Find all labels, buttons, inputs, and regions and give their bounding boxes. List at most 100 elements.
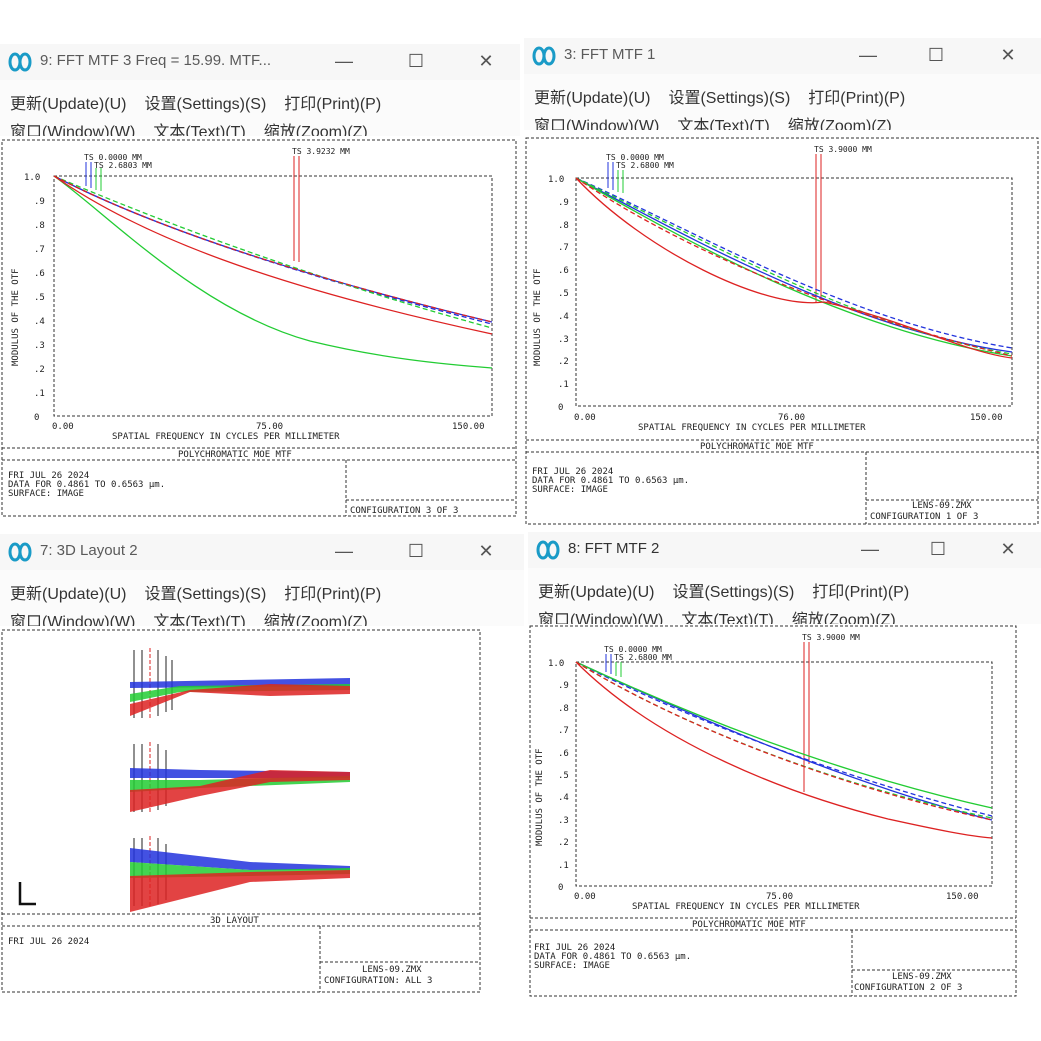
axis-indicator-icon <box>18 882 36 906</box>
x-axis-label: SPATIAL FREQUENCY IN CYCLES PER MILLIMET… <box>632 902 860 912</box>
menu-settings[interactable]: 设置(Settings)(S) <box>668 90 791 107</box>
y-axis-label: MODULUS OF THE OTF <box>533 268 543 366</box>
svg-text:.7: .7 <box>558 726 569 736</box>
menu-print[interactable]: 打印(Print)(P) <box>812 584 910 601</box>
data-range-text: DATA FOR 0.4861 TO 0.6563 µm. <box>8 480 165 490</box>
ytick: .2 <box>34 365 45 375</box>
footer-title: POLYCHROMATIC MOE MTF <box>700 442 814 452</box>
close-button[interactable]: ✕ <box>1000 539 1016 559</box>
curve-blue <box>53 175 493 323</box>
surface-text: SURFACE: IMAGE <box>532 485 608 495</box>
xtick: 75.00 <box>766 892 793 902</box>
title-bar[interactable]: 7: 3D Layout 2 — ☐ ✕ <box>0 534 524 570</box>
maximize-button[interactable]: ☐ <box>927 45 945 65</box>
surface-text: SURFACE: IMAGE <box>534 961 610 971</box>
close-button[interactable]: ✕ <box>1000 45 1016 65</box>
x-axis-label: SPATIAL FREQUENCY IN CYCLES PER MILLIMET… <box>638 423 866 433</box>
svg-text:.6: .6 <box>558 749 569 759</box>
svg-text:.8: .8 <box>558 704 569 714</box>
xtick: 150.00 <box>946 892 979 902</box>
ytick: 1.0 <box>24 173 40 183</box>
svg-text:0: 0 <box>558 403 563 413</box>
plot-frame <box>525 137 1039 525</box>
menu-print[interactable]: 打印(Print)(P) <box>808 90 906 107</box>
ts-markers <box>607 154 822 302</box>
menu-update[interactable]: 更新(Update)(U) <box>10 96 127 113</box>
lens-file: LENS-09.ZMX <box>912 501 972 511</box>
zemax-app-icon <box>8 542 32 562</box>
minimize-button[interactable]: — <box>859 45 877 65</box>
xtick: 76.00 <box>778 413 805 423</box>
title-bar[interactable]: 9: FFT MTF 3 Freq = 15.99. MTF... — ☐ ✕ <box>0 44 520 80</box>
configuration-text: CONFIGURATION 2 OF 3 <box>854 983 962 993</box>
curve-red <box>53 175 493 335</box>
menu-update[interactable]: 更新(Update)(U) <box>538 584 655 601</box>
plot-area: 1.0 .9 .8 .7 .6 .5 .4 .3 .2 .1 0 MODULUS… <box>528 624 1041 1000</box>
ray-bundle-config2 <box>130 768 350 812</box>
mtf-curves <box>575 177 1013 359</box>
maximize-button[interactable]: ☐ <box>407 51 425 71</box>
y-axis-label: MODULUS OF THE OTF <box>11 268 21 366</box>
xtick: 75.00 <box>256 422 283 432</box>
svg-text:.6: .6 <box>558 266 569 276</box>
curve-red-dashed <box>53 175 493 323</box>
lens-file: LENS-09.ZMX <box>892 972 952 982</box>
menu-settings[interactable]: 设置(Settings)(S) <box>144 96 267 113</box>
configuration-text: CONFIGURATION 1 OF 3 <box>870 512 978 522</box>
window-title: 3: FFT MTF 1 <box>564 46 656 63</box>
menu-settings[interactable]: 设置(Settings)(S) <box>672 584 795 601</box>
plot-frame <box>1 139 517 517</box>
ytick: .4 <box>34 317 45 327</box>
title-bar[interactable]: 3: FFT MTF 1 — ☐ ✕ <box>524 38 1041 74</box>
axes-box <box>575 661 993 887</box>
menu-settings[interactable]: 设置(Settings)(S) <box>144 586 267 603</box>
menu-update[interactable]: 更新(Update)(U) <box>534 90 651 107</box>
maximize-button[interactable]: ☐ <box>929 539 947 559</box>
menu-update[interactable]: 更新(Update)(U) <box>10 586 127 603</box>
minimize-button[interactable]: — <box>335 541 353 561</box>
minimize-button[interactable]: — <box>335 51 353 71</box>
ts-label: TS 2.6800 MM <box>616 161 674 170</box>
footer-title: 3D LAYOUT <box>210 916 259 926</box>
svg-text:.9: .9 <box>558 681 569 691</box>
svg-text:.9: .9 <box>558 198 569 208</box>
ytick: .3 <box>34 341 45 351</box>
y-axis-label: MODULUS OF THE OTF <box>535 748 545 846</box>
layout-area: 3D LAYOUT FRI JUL 26 2024 LENS-09.ZMX CO… <box>0 626 524 996</box>
close-button[interactable]: ✕ <box>478 51 494 71</box>
menu-bar: 更新(Update)(U) 设置(Settings)(S) 打印(Print)(P)… <box>0 80 520 141</box>
ts-label: TS 2.6803 MM <box>94 161 152 170</box>
svg-text:.4: .4 <box>558 312 569 322</box>
menu-print[interactable]: 打印(Print)(P) <box>284 96 382 113</box>
mtf-plot-svg: 1.0 .9 .8 .7 .6 .5 .4 .3 .2 .1 0 MODULUS… <box>525 137 1039 525</box>
configuration-text: CONFIGURATION 3 OF 3 <box>350 506 458 516</box>
xtick: 150.00 <box>970 413 1003 423</box>
svg-text:.2: .2 <box>558 838 569 848</box>
ytick: .9 <box>34 197 45 207</box>
lens-file: LENS-09.ZMX <box>362 965 422 975</box>
window-title: 8: FFT MTF 2 <box>568 540 660 557</box>
title-bar[interactable]: 8: FFT MTF 2 — ☐ ✕ <box>528 532 1041 568</box>
svg-text:0: 0 <box>558 883 563 893</box>
window-title: 7: 3D Layout 2 <box>40 542 138 559</box>
svg-text:.7: .7 <box>558 243 569 253</box>
zemax-app-icon <box>536 540 560 560</box>
curve-green <box>53 175 493 369</box>
window-title: 9: FFT MTF 3 Freq = 15.99. MTF... <box>40 52 272 69</box>
curve-blue-dashed <box>53 175 493 325</box>
svg-text:.8: .8 <box>558 221 569 231</box>
svg-text:.2: .2 <box>558 357 569 367</box>
menu-print[interactable]: 打印(Print)(P) <box>284 586 382 603</box>
window-fft-mtf-1: 3: FFT MTF 1 — ☐ ✕ 更新(Update)(U) 设置(Setti… <box>524 38 1041 528</box>
ytick: .1 <box>34 389 45 399</box>
mtf-plot-svg: 1.0 .9 .8 .7 .6 .5 .4 .3 .2 .1 0 MODULUS… <box>1 139 517 517</box>
maximize-button[interactable]: ☐ <box>407 541 425 561</box>
date-text: FRI JUL 26 2024 <box>534 943 615 953</box>
ytick: .8 <box>34 221 45 231</box>
close-button[interactable]: ✕ <box>478 541 494 561</box>
minimize-button[interactable]: — <box>861 539 879 559</box>
ray-bundle-config1 <box>130 678 350 716</box>
ts-label: TS 2.6800 MM <box>614 653 672 662</box>
date-text: FRI JUL 26 2024 <box>8 471 89 481</box>
surface-text: SURFACE: IMAGE <box>8 489 84 499</box>
